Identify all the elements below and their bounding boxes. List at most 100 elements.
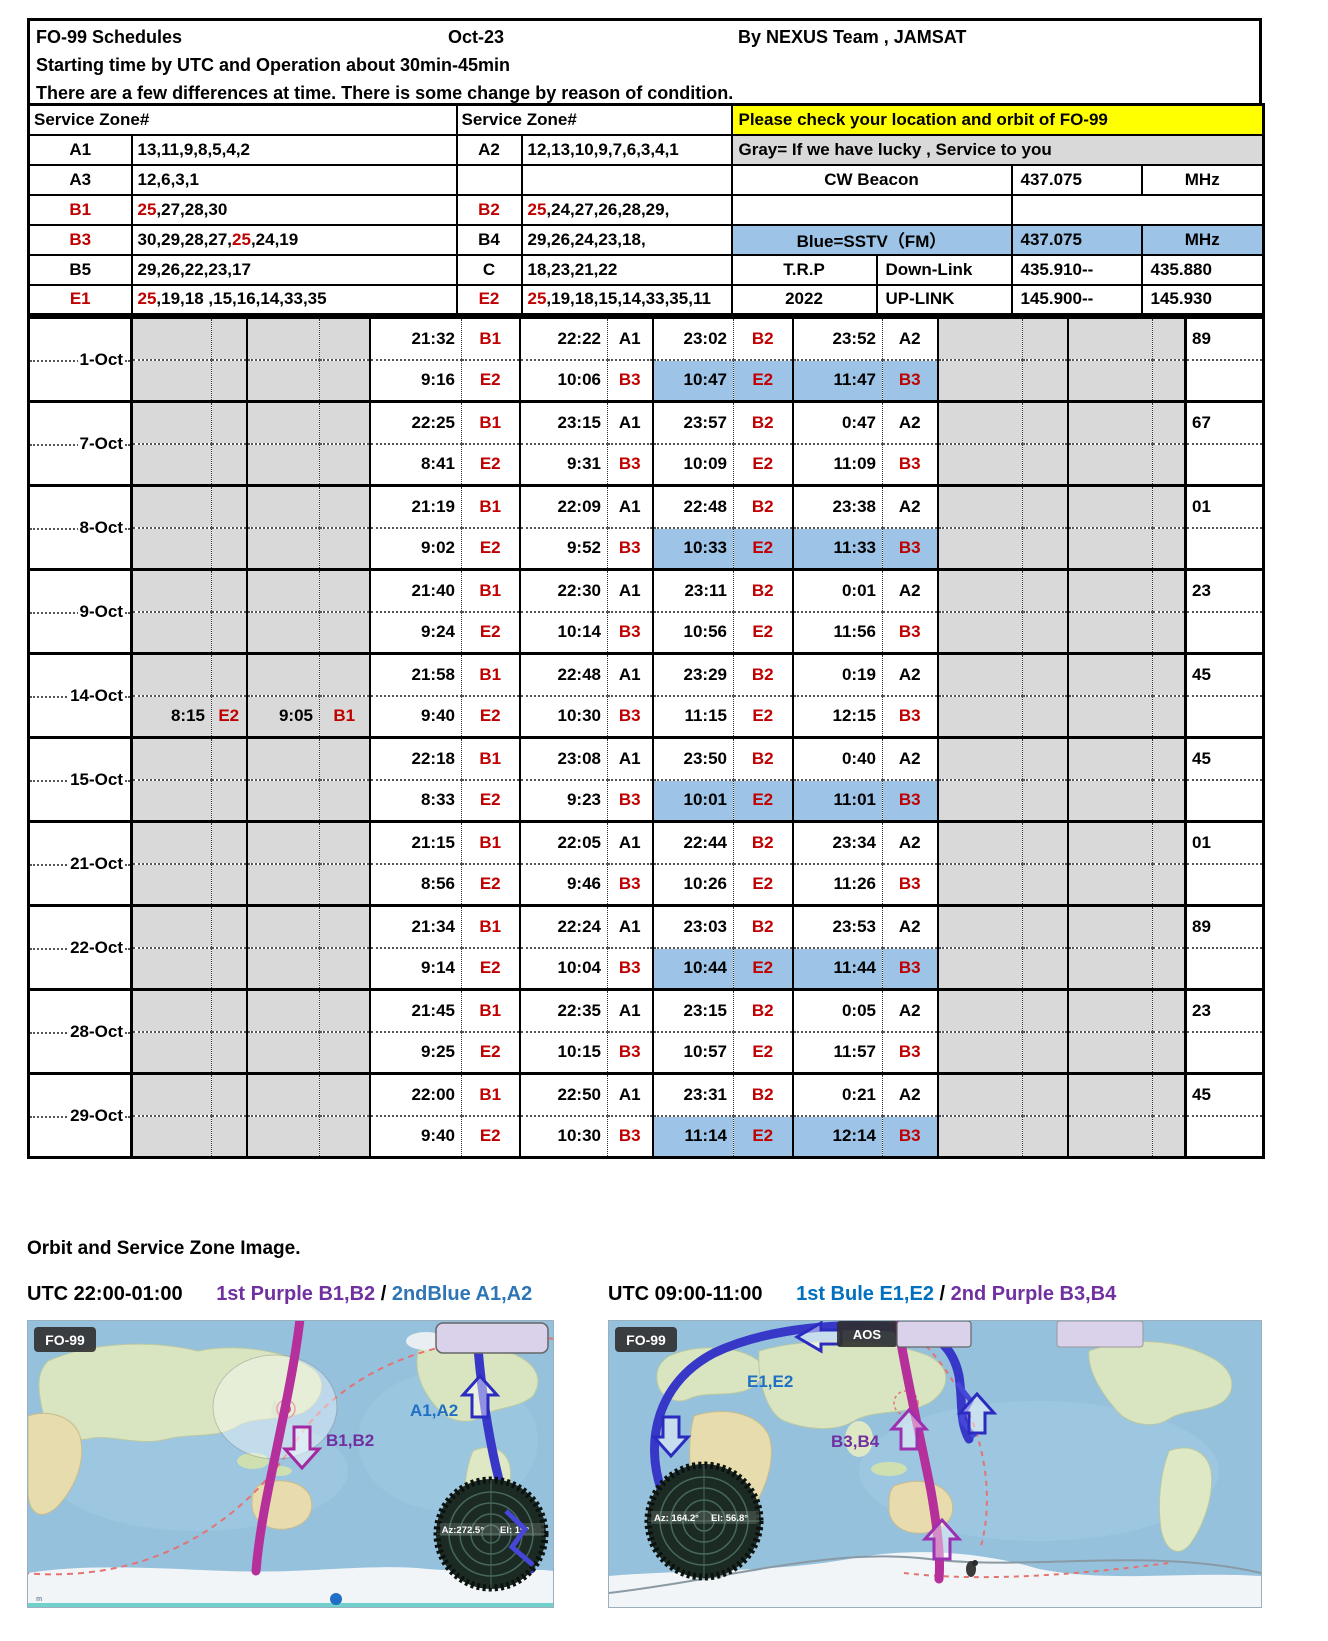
time-cell: 0:40 [791, 736, 883, 780]
zone-cell: A2 [882, 988, 938, 1032]
zone-cell [1152, 1030, 1186, 1074]
time-cell [245, 778, 320, 822]
zone-cell [319, 778, 370, 822]
pass-number-cell: 45 [1184, 652, 1264, 696]
zone-cell [319, 358, 370, 402]
zone-cell: E2 [733, 862, 793, 906]
zone-cell [211, 778, 247, 822]
schedule-row-bottom: 8:15 E2 9:05 B1 9:40 E2 10:30 B3 11:15 E2 12:15 B3 [29, 694, 1264, 738]
zone-cell: A1 [607, 1072, 653, 1116]
sstv-legend: Blue=SSTV（FM） [730, 223, 1013, 256]
zone-cell: B1 [461, 400, 520, 444]
time-cell: 22:05 [518, 820, 608, 864]
zone-cell: B2 [733, 652, 793, 696]
time-cell [130, 484, 212, 528]
time-cell: 23:38 [791, 484, 883, 528]
pass-number-cell [1184, 778, 1264, 822]
time-cell: 11:14 [651, 1114, 734, 1158]
zone-cell [1152, 694, 1186, 738]
purple-down-arrow-icon [281, 1425, 323, 1471]
time-cell [130, 358, 212, 402]
date-cell: 7-Oct [28, 400, 132, 486]
zone-cell: A1 [607, 568, 653, 612]
schedule-row-top: 22-Oct 21:34 B1 22:24 A1 23:03 B2 23:53 A2 89 [28, 904, 1264, 990]
time-cell: 0:47 [791, 400, 883, 444]
time-cell [130, 736, 212, 780]
zone-cell: A2 [882, 1072, 938, 1116]
time-cell: 21:32 [368, 316, 462, 360]
time-cell [1066, 946, 1153, 990]
time-cell [1066, 1072, 1153, 1116]
time-cell: 11:57 [791, 1030, 883, 1074]
zone-cell: E2 [461, 526, 520, 570]
time-cell: 23:03 [651, 904, 734, 948]
service-zone-table: Service Zone# Service Zone# Please check… [27, 103, 1265, 316]
time-cell: 23:31 [651, 1072, 734, 1116]
legend-slash: / [939, 1283, 946, 1305]
zone-list-segment: ,24,19 [250, 229, 299, 249]
zone-cell [1152, 736, 1186, 780]
zone-label: A2 [455, 133, 523, 166]
time-cell: 11:15 [651, 694, 734, 738]
time-cell: 22:24 [518, 904, 608, 948]
zone-label: A1 [27, 133, 133, 166]
schedule-row-bottom: 9:40 E2 10:30 B3 11:14 E2 12:14 B3 [29, 1114, 1264, 1158]
time-cell: 23:15 [518, 400, 608, 444]
schedule-row-top: 29-Oct 22:00 B1 22:50 A1 23:31 B2 0:21 A2 45 [28, 1072, 1264, 1158]
zone-cell: E2 [461, 778, 520, 822]
zone-label: B1 [27, 193, 133, 226]
zone-cell: B3 [882, 946, 938, 990]
date-cell: 29-Oct [28, 1072, 132, 1158]
zone-cell: B3 [607, 358, 653, 402]
zone-cell: A2 [882, 904, 938, 948]
time-cell: 10:01 [651, 778, 734, 822]
uplink-label: UP-LINK [875, 283, 1013, 316]
time-cell [130, 1072, 212, 1116]
year-label: 2022 [730, 283, 878, 316]
world-map-image: E1,E2 B3,B4 Az: 164.2° El: 56.8° FO-99 A… [609, 1321, 1261, 1607]
zone-cell [319, 400, 370, 444]
gray-legend: Gray= If we have lucky , Service to you [730, 133, 1265, 166]
schedule-row-top: 1-Oct 21:32 B1 22:22 A1 23:02 B2 23:52 A2 89 [28, 316, 1264, 402]
zone-cell [319, 610, 370, 654]
zone-cell [1152, 820, 1186, 864]
orbit-map-evening: Az:272.5° El: 19° B1,B2 A1,A2 FO-99 m [27, 1320, 554, 1608]
zone-cell: E2 [461, 358, 520, 402]
zone-cell: B1 [461, 316, 520, 360]
pass-number-cell: 23 [1184, 988, 1264, 1032]
blue-up-arrow-icon [956, 1391, 998, 1435]
orbit-section-heading: Orbit and Service Zone Image. [27, 1238, 301, 1259]
time-cell [936, 904, 1023, 948]
time-cell: 10:26 [651, 862, 734, 906]
zone-cell [1022, 568, 1068, 612]
downlink-frequency-b: 435.880 [1140, 253, 1265, 286]
track-label-a1a2: A1,A2 [410, 1401, 458, 1420]
zone-cell [1152, 1072, 1186, 1116]
left-map-legend-purple: 1st Purple B1,B2 [216, 1283, 376, 1305]
time-cell [936, 316, 1023, 360]
time-cell [936, 988, 1023, 1032]
time-cell: 9:05 [245, 694, 320, 738]
time-cell [1066, 904, 1153, 948]
time-cell [245, 652, 320, 696]
zone-list: 18,23,21,22 [520, 253, 733, 286]
time-cell [1066, 778, 1153, 822]
time-cell [1066, 484, 1153, 528]
pass-number-cell: 45 [1184, 1072, 1264, 1116]
right-map-header: UTC 09:00-11:00 1st Bule E1,E2 / 2nd Pur… [608, 1283, 1116, 1306]
zone-cell [211, 1114, 247, 1158]
time-cell: 9:16 [368, 358, 462, 402]
time-cell: 9:52 [518, 526, 608, 570]
left-map-legend-blue: 2ndBlue A1,A2 [391, 1283, 533, 1305]
byline: By NEXUS Team , JAMSAT [738, 27, 967, 47]
time-cell [1066, 988, 1153, 1032]
time-cell: 9:40 [368, 694, 462, 738]
zone-cell: A2 [882, 652, 938, 696]
time-cell [130, 820, 212, 864]
zone-cell [319, 484, 370, 528]
zone-cell: B3 [607, 946, 653, 990]
zone-cell [319, 1030, 370, 1074]
time-cell: 11:26 [791, 862, 883, 906]
schedule-row-bottom: 9:24 E2 10:14 B3 10:56 E2 11:56 B3 [29, 610, 1264, 654]
time-cell: 8:15 [130, 694, 212, 738]
